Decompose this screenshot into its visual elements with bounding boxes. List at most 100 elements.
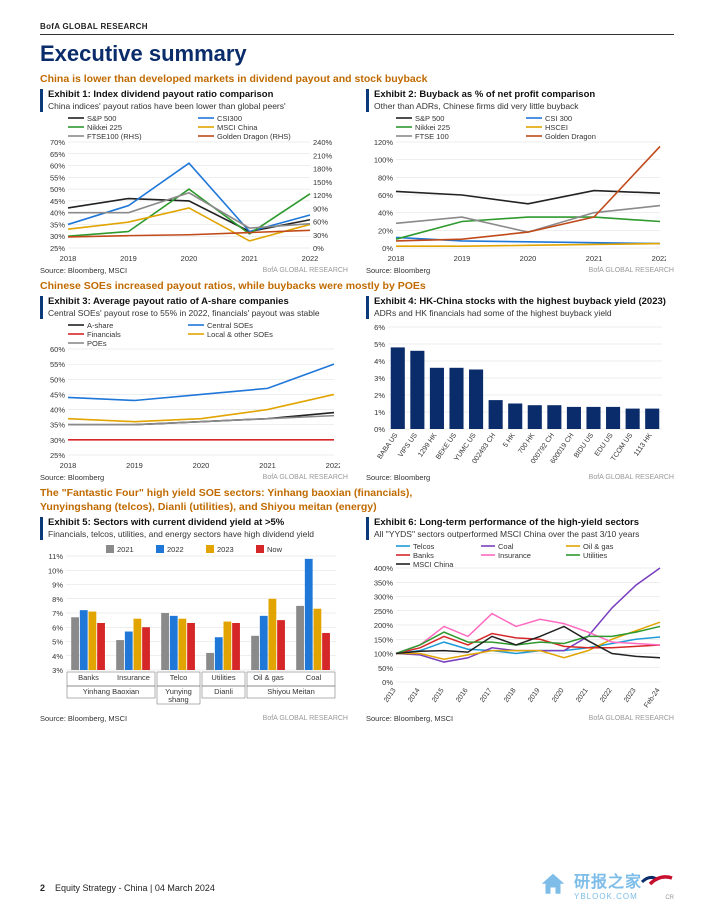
svg-text:2019: 2019 [126, 461, 143, 470]
page-title: Executive summary [40, 41, 674, 67]
svg-text:BABA US: BABA US [377, 432, 400, 461]
svg-text:35%: 35% [50, 220, 65, 229]
svg-text:55%: 55% [50, 360, 65, 369]
svg-text:Golden Dragon (RHS): Golden Dragon (RHS) [217, 132, 291, 141]
svg-text:2018: 2018 [388, 254, 405, 263]
svg-text:45%: 45% [50, 197, 65, 206]
svg-text:2020: 2020 [520, 254, 537, 263]
svg-text:3%: 3% [52, 666, 63, 675]
bofa-logo-icon [640, 868, 674, 891]
house-icon [538, 870, 568, 900]
svg-text:2017: 2017 [479, 687, 494, 704]
ex2-title: Exhibit 2: Buyback as % of net profit co… [366, 89, 674, 101]
svg-text:S&P 500: S&P 500 [415, 114, 444, 123]
svg-text:30%: 30% [313, 231, 328, 240]
svg-text:Coal: Coal [306, 673, 322, 682]
svg-text:Banks: Banks [413, 551, 434, 560]
svg-text:CSI300: CSI300 [217, 114, 242, 123]
ex2-subtitle: Other than ADRs, Chinese firms did very … [366, 101, 674, 112]
svg-text:10%: 10% [48, 566, 63, 575]
svg-text:250%: 250% [374, 606, 394, 615]
svg-text:700 HK: 700 HK [517, 432, 536, 455]
svg-text:0%: 0% [374, 425, 385, 434]
svg-text:Nikkei 225: Nikkei 225 [415, 123, 450, 132]
svg-text:70%: 70% [50, 138, 65, 147]
svg-text:S&P 500: S&P 500 [87, 114, 116, 123]
svg-text:Now: Now [267, 545, 283, 554]
svg-text:2015: 2015 [431, 687, 446, 704]
ex3-chart: A-shareCentral SOEsFinancialsLocal & oth… [40, 321, 348, 471]
ex1-title: Exhibit 1: Index dividend payout ratio c… [40, 89, 348, 101]
svg-text:45%: 45% [50, 390, 65, 399]
svg-text:65%: 65% [50, 150, 65, 159]
svg-text:2016: 2016 [455, 687, 470, 704]
footer-text: Equity Strategy - China | 04 March 2024 [55, 883, 215, 893]
header-brand: BofA GLOBAL RESEARCH [40, 22, 674, 31]
svg-text:HSCEI: HSCEI [545, 123, 568, 132]
svg-text:FTSE100 (RHS): FTSE100 (RHS) [87, 132, 142, 141]
svg-text:30%: 30% [50, 232, 65, 241]
svg-text:1299 HK: 1299 HK [417, 432, 439, 459]
svg-text:POEs: POEs [87, 339, 107, 348]
watermark-text: 研报之家 [574, 868, 642, 892]
svg-text:2023: 2023 [217, 545, 234, 554]
svg-text:150%: 150% [313, 178, 333, 187]
svg-text:2014: 2014 [407, 687, 422, 704]
svg-text:2021: 2021 [586, 254, 603, 263]
svg-text:1%: 1% [374, 408, 385, 417]
svg-text:40%: 40% [50, 405, 65, 414]
svg-text:200%: 200% [374, 621, 394, 630]
svg-text:90%: 90% [313, 204, 328, 213]
svg-text:4%: 4% [374, 357, 385, 366]
svg-text:3%: 3% [374, 374, 385, 383]
svg-text:Utilities: Utilities [211, 673, 235, 682]
watermark: 研报之家 YBLOOK.COM [538, 868, 642, 901]
svg-text:11%: 11% [49, 552, 64, 561]
svg-text:2018: 2018 [503, 687, 518, 704]
ex5-subtitle: Financials, telcos, utilities, and energ… [40, 529, 348, 540]
svg-text:shang: shang [168, 695, 188, 704]
svg-text:180%: 180% [313, 164, 333, 173]
svg-text:Banks: Banks [78, 673, 99, 682]
svg-text:50%: 50% [50, 375, 65, 384]
svg-text:5 HK: 5 HK [502, 432, 517, 449]
svg-text:2022: 2022 [599, 687, 614, 704]
svg-text:2%: 2% [374, 391, 385, 400]
svg-text:2020: 2020 [181, 254, 198, 263]
svg-text:2023: 2023 [623, 687, 638, 704]
svg-text:240%: 240% [313, 138, 333, 147]
svg-text:35%: 35% [50, 420, 65, 429]
svg-text:60%: 60% [50, 345, 65, 354]
svg-text:Dianli: Dianli [214, 687, 233, 696]
svg-text:100%: 100% [374, 649, 394, 658]
svg-text:2022: 2022 [167, 545, 184, 554]
svg-text:30%: 30% [50, 436, 65, 445]
ex3-title: Exhibit 3: Average payout ratio of A-sha… [40, 296, 348, 308]
svg-text:0%: 0% [313, 244, 324, 253]
svg-text:Oil & gas: Oil & gas [583, 542, 614, 551]
svg-text:55%: 55% [50, 173, 65, 182]
svg-text:2021: 2021 [259, 461, 276, 470]
svg-text:2018: 2018 [60, 461, 77, 470]
svg-text:0%: 0% [382, 244, 393, 253]
svg-text:80%: 80% [378, 173, 393, 182]
svg-text:2021: 2021 [575, 687, 590, 704]
ex5-title: Exhibit 5: Sectors with current dividend… [40, 517, 348, 529]
svg-text:40%: 40% [50, 209, 65, 218]
svg-text:1113 HK: 1113 HK [633, 432, 654, 458]
ex5-chart: 202120222023Now3%4%5%6%7%8%9%10%11%Banks… [40, 542, 348, 712]
svg-text:9%: 9% [52, 580, 63, 589]
cr-label: CR [665, 895, 674, 901]
svg-text:120%: 120% [374, 138, 394, 147]
svg-text:120%: 120% [313, 191, 333, 200]
svg-text:2021: 2021 [241, 254, 258, 263]
svg-text:210%: 210% [313, 151, 333, 160]
svg-text:2022: 2022 [302, 254, 319, 263]
svg-text:Feb-24: Feb-24 [643, 687, 662, 709]
footer: 2 Equity Strategy - China | 04 March 202… [40, 883, 215, 893]
svg-text:Golden Dragon: Golden Dragon [545, 132, 596, 141]
watermark-sub: YBLOOK.COM [574, 892, 642, 901]
svg-text:Yinhang Baoxian: Yinhang Baoxian [83, 687, 139, 696]
section3-title-l1: The "Fantastic Four" high yield SOE sect… [40, 487, 674, 499]
svg-text:50%: 50% [378, 663, 393, 672]
